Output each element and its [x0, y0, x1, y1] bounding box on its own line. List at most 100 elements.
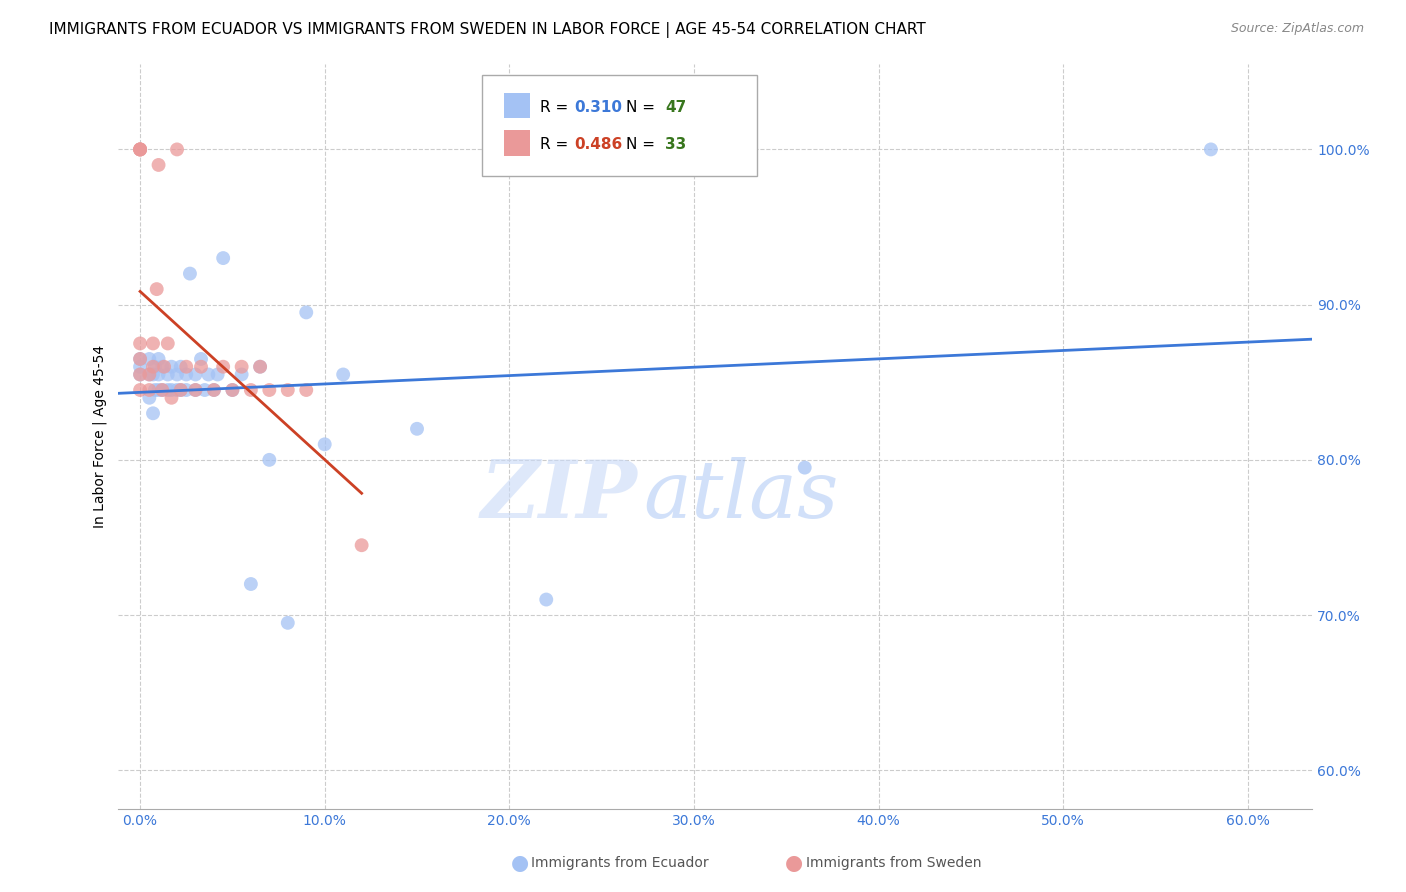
Point	[249, 359, 271, 374]
Point	[174, 359, 197, 374]
Point	[148, 351, 170, 366]
Point	[129, 351, 152, 366]
Text: 47: 47	[665, 100, 686, 115]
Point	[170, 383, 193, 397]
Point	[145, 282, 167, 296]
Text: ●: ●	[512, 854, 529, 873]
Point	[231, 368, 253, 382]
Point	[406, 422, 429, 436]
Point	[160, 359, 183, 374]
Point	[160, 383, 183, 397]
Text: atlas: atlas	[644, 458, 839, 535]
Point	[259, 453, 281, 467]
Point	[166, 368, 188, 382]
Point	[202, 383, 225, 397]
Point	[295, 305, 318, 319]
Text: R =: R =	[540, 100, 572, 115]
Point	[170, 383, 193, 397]
Point	[156, 368, 179, 382]
Point	[277, 383, 299, 397]
Point	[142, 359, 165, 374]
Point	[202, 383, 225, 397]
Point	[190, 359, 212, 374]
Point	[148, 158, 170, 172]
Point	[184, 383, 207, 397]
Text: N =: N =	[626, 137, 659, 152]
Point	[194, 383, 217, 397]
Point	[148, 368, 170, 382]
Point	[221, 383, 243, 397]
Point	[1199, 143, 1222, 157]
Point	[156, 336, 179, 351]
Point	[184, 383, 207, 397]
Point	[221, 383, 243, 397]
Point	[350, 538, 373, 552]
Point	[793, 460, 815, 475]
Point	[231, 359, 253, 374]
Point	[129, 143, 152, 157]
Point	[142, 368, 165, 382]
Point	[166, 383, 188, 397]
Point	[150, 383, 173, 397]
Point	[536, 592, 558, 607]
Point	[239, 383, 262, 397]
Point	[166, 143, 188, 157]
Point	[277, 615, 299, 630]
Point	[142, 406, 165, 420]
Point	[150, 359, 173, 374]
Point	[190, 351, 212, 366]
Y-axis label: In Labor Force | Age 45-54: In Labor Force | Age 45-54	[93, 345, 107, 528]
Text: Immigrants from Ecuador: Immigrants from Ecuador	[531, 856, 709, 871]
Text: 33: 33	[665, 137, 686, 152]
Point	[129, 336, 152, 351]
Point	[160, 391, 183, 405]
Point	[138, 351, 160, 366]
Text: R =: R =	[540, 137, 572, 152]
Point	[150, 383, 173, 397]
Text: 0.310: 0.310	[574, 100, 623, 115]
Point	[249, 359, 271, 374]
FancyBboxPatch shape	[482, 75, 756, 176]
Point	[129, 351, 152, 366]
Point	[179, 267, 201, 281]
Text: Source: ZipAtlas.com: Source: ZipAtlas.com	[1230, 22, 1364, 36]
Point	[129, 143, 152, 157]
Bar	[503, 93, 530, 119]
Point	[148, 383, 170, 397]
Text: Immigrants from Sweden: Immigrants from Sweden	[806, 856, 981, 871]
Point	[129, 368, 152, 382]
Point	[129, 368, 152, 382]
Text: ZIP: ZIP	[481, 458, 637, 535]
Text: IMMIGRANTS FROM ECUADOR VS IMMIGRANTS FROM SWEDEN IN LABOR FORCE | AGE 45-54 COR: IMMIGRANTS FROM ECUADOR VS IMMIGRANTS FR…	[49, 22, 927, 38]
Point	[143, 359, 166, 374]
Point	[174, 368, 197, 382]
Point	[156, 383, 179, 397]
Point	[138, 368, 160, 382]
Point	[129, 143, 152, 157]
Point	[207, 368, 229, 382]
Point	[129, 383, 152, 397]
Point	[295, 383, 318, 397]
Point	[170, 359, 193, 374]
Point	[129, 143, 152, 157]
Point	[314, 437, 336, 451]
Point	[129, 359, 152, 374]
Bar	[503, 130, 530, 156]
Point	[142, 336, 165, 351]
Text: ●: ●	[786, 854, 803, 873]
Point	[138, 368, 160, 382]
Point	[143, 383, 166, 397]
Point	[174, 383, 197, 397]
Point	[184, 368, 207, 382]
Point	[153, 359, 176, 374]
Point	[212, 359, 235, 374]
Point	[332, 368, 354, 382]
Point	[259, 383, 281, 397]
Point	[138, 391, 160, 405]
Text: N =: N =	[626, 100, 659, 115]
Point	[239, 577, 262, 591]
Text: 0.486: 0.486	[574, 137, 623, 152]
Point	[197, 368, 219, 382]
Point	[212, 251, 235, 265]
Point	[138, 383, 160, 397]
